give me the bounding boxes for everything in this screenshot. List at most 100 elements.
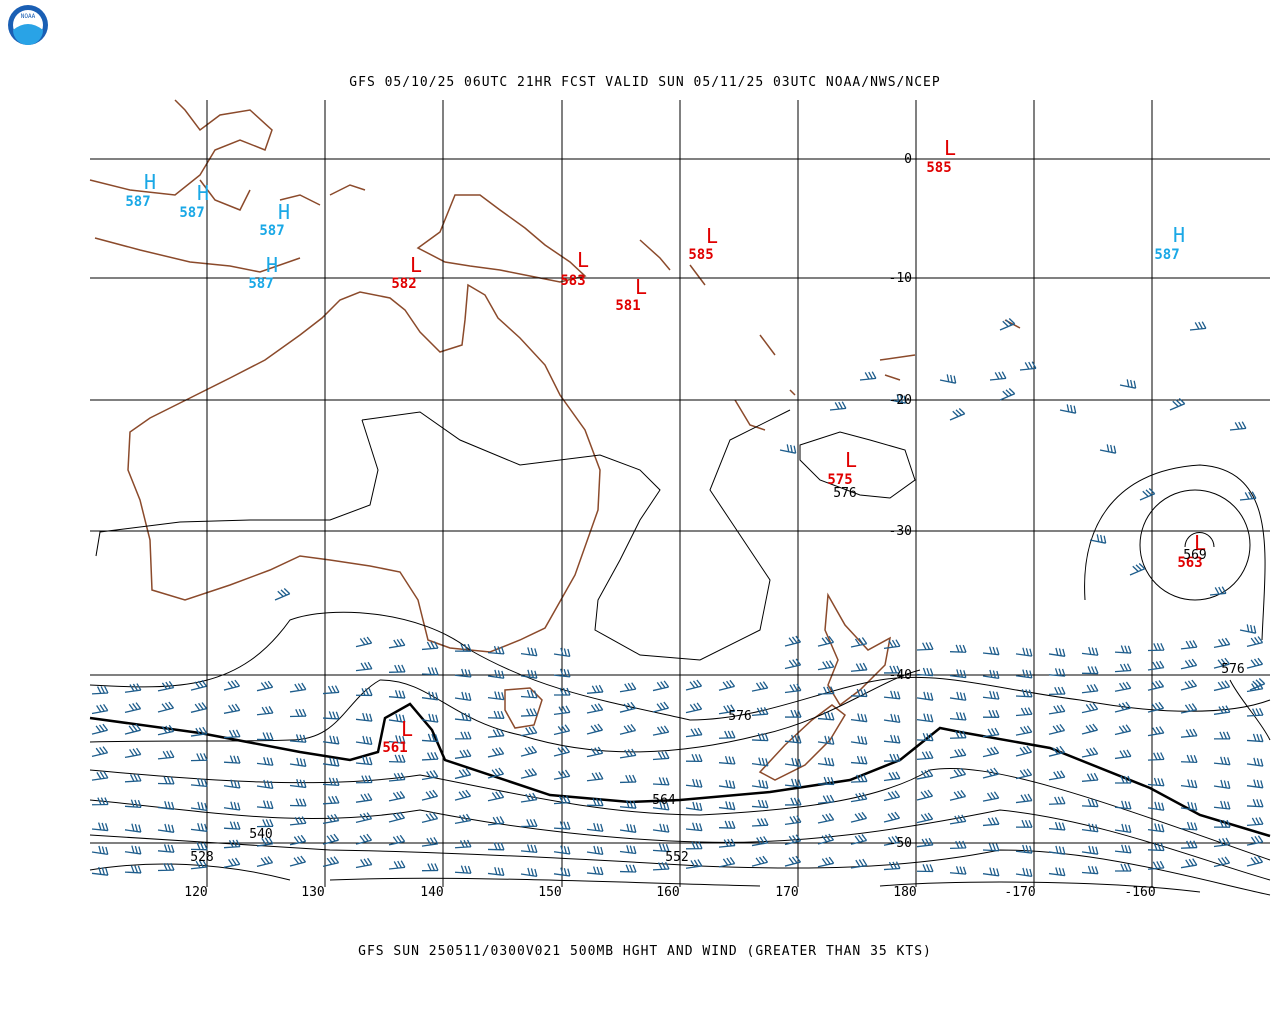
wind-barb bbox=[454, 865, 472, 874]
wind-barb bbox=[487, 867, 505, 877]
wind-barb bbox=[1180, 658, 1198, 670]
wind-barb bbox=[619, 800, 637, 809]
wind-barb bbox=[190, 778, 208, 788]
wind-barb bbox=[718, 730, 736, 739]
lat-label: -40 bbox=[889, 668, 912, 683]
wind-barb bbox=[322, 757, 340, 767]
contour bbox=[1084, 464, 1266, 641]
wind-barb bbox=[850, 774, 868, 783]
center-value: 583 bbox=[560, 273, 585, 289]
wind-barb bbox=[619, 774, 637, 784]
wind-barb bbox=[421, 751, 439, 761]
wind-barb bbox=[1213, 819, 1231, 828]
wind-barb bbox=[1048, 723, 1066, 735]
wind-barb bbox=[553, 705, 571, 716]
wind-barb bbox=[586, 866, 604, 876]
lon-label: 160 bbox=[656, 885, 679, 900]
center-symbol: L bbox=[577, 248, 589, 272]
wind-barb bbox=[157, 681, 175, 692]
wind-barb bbox=[355, 735, 373, 746]
wind-barb bbox=[256, 756, 274, 766]
wind-barb bbox=[553, 845, 571, 855]
wind-barb bbox=[949, 748, 967, 759]
lat-label: -50 bbox=[889, 836, 912, 851]
center-value: 561 bbox=[382, 740, 407, 756]
wind-barb bbox=[289, 834, 307, 846]
wind-barb bbox=[1147, 726, 1165, 737]
wind-barb bbox=[1048, 745, 1066, 757]
logo-text: NOAA bbox=[21, 13, 36, 20]
wind-barb bbox=[388, 811, 406, 823]
wind-barb bbox=[784, 709, 802, 718]
wind-barb bbox=[817, 813, 835, 824]
wind-barb bbox=[520, 708, 538, 717]
wind-barb bbox=[817, 635, 835, 647]
wind-barb bbox=[1114, 823, 1132, 834]
wind-barb bbox=[784, 734, 802, 744]
wind-barb bbox=[355, 833, 373, 845]
wind-barb bbox=[1114, 681, 1132, 692]
wind-barb bbox=[751, 732, 769, 742]
wind-barb bbox=[989, 371, 1007, 381]
wind-barb bbox=[586, 684, 604, 694]
lat-label: -20 bbox=[889, 393, 912, 408]
wind-barb bbox=[520, 792, 538, 803]
wind-barb bbox=[454, 789, 472, 801]
wind-barb bbox=[652, 861, 670, 871]
wind-barb bbox=[1081, 747, 1099, 758]
wind-barb bbox=[883, 639, 901, 649]
wind-barb bbox=[388, 664, 406, 673]
wind-barb bbox=[883, 665, 901, 674]
caption: GFS SUN 250511/0300V021 500MB HGHT AND W… bbox=[358, 944, 932, 959]
wind-barb bbox=[685, 778, 703, 788]
center-symbol: L bbox=[635, 275, 647, 299]
wind-barb bbox=[520, 768, 538, 779]
wind-barb bbox=[91, 822, 109, 832]
wind-barb bbox=[91, 703, 109, 715]
logo: NOAA bbox=[8, 5, 48, 45]
wind-barb bbox=[388, 790, 406, 802]
wind-barb bbox=[124, 683, 142, 693]
wind-barb bbox=[619, 723, 637, 735]
center-symbol: H bbox=[144, 170, 156, 194]
wind-barb bbox=[91, 771, 109, 781]
wind-barb bbox=[289, 816, 307, 826]
new-guinea bbox=[416, 194, 587, 283]
wind-barb bbox=[289, 757, 307, 767]
center-value: 563 bbox=[1177, 555, 1202, 571]
wind-barb bbox=[685, 679, 703, 691]
contour bbox=[1139, 489, 1251, 601]
wind-barb bbox=[454, 712, 472, 722]
contour bbox=[89, 767, 1271, 861]
wind-barb bbox=[1139, 488, 1156, 501]
contour-label: 576 bbox=[1221, 662, 1244, 677]
australia bbox=[127, 283, 601, 653]
wind-barb bbox=[553, 745, 571, 757]
wind-barb bbox=[982, 791, 1000, 802]
center-symbol: L bbox=[1194, 531, 1206, 555]
wind-barb bbox=[916, 667, 934, 677]
center-value: 587 bbox=[248, 276, 273, 292]
wind-barb bbox=[91, 845, 109, 856]
wind-barb bbox=[817, 776, 835, 786]
wind-barb bbox=[553, 769, 571, 780]
wind-barb bbox=[355, 636, 373, 648]
wind-barb bbox=[1114, 645, 1132, 654]
wind-barb bbox=[949, 691, 967, 701]
lon-label: 120 bbox=[184, 885, 207, 900]
wind-barb bbox=[850, 858, 868, 869]
wind-barb bbox=[850, 735, 868, 745]
wind-barb bbox=[949, 814, 967, 825]
wind-barb bbox=[355, 712, 373, 722]
wind-barb bbox=[355, 775, 373, 784]
wind-barb bbox=[1147, 842, 1165, 852]
wind-barb bbox=[190, 822, 208, 832]
wind-barb bbox=[784, 635, 802, 647]
wind-barb bbox=[223, 821, 241, 830]
center-value: 582 bbox=[391, 276, 416, 292]
wind-barb bbox=[1081, 823, 1099, 833]
wind-barb bbox=[850, 755, 868, 765]
wind-barb bbox=[1114, 863, 1132, 872]
wind-barb bbox=[1015, 647, 1033, 657]
wind-barb bbox=[421, 733, 439, 743]
